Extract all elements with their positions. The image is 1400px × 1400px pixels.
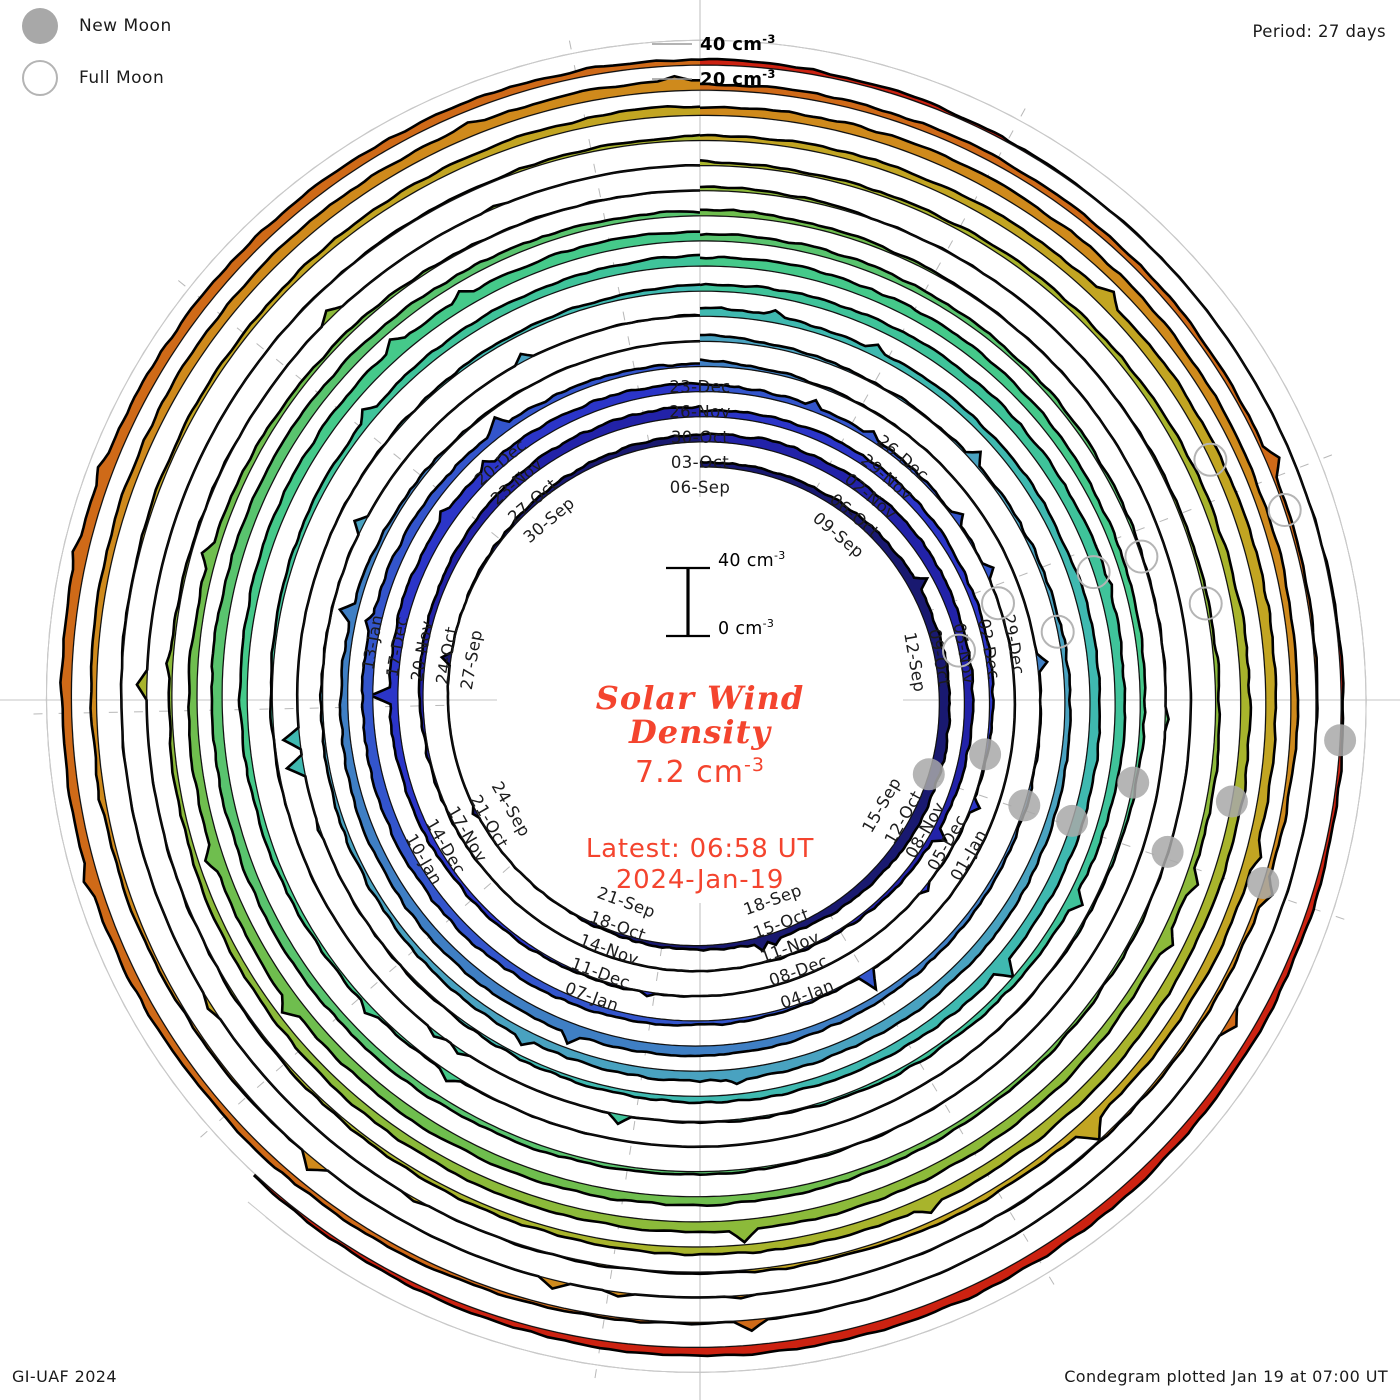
top-scale-20-exp: -3: [762, 67, 776, 81]
top-scale-40-unit: cm: [732, 34, 763, 55]
spiral-date-label: 29-Dec: [999, 613, 1028, 677]
full-moon-marker: [1124, 539, 1159, 574]
latest-value-exp: -3: [744, 754, 765, 777]
latest-value-unit: cm: [696, 755, 745, 791]
latest-time-line: Latest: 06:58 UT: [585, 834, 815, 865]
new-moon-marker: [1117, 766, 1150, 799]
scalebar-bottom-unit: cm: [735, 618, 763, 639]
legend-new-moon: New Moon: [22, 8, 172, 44]
full-moon-marker: [942, 633, 976, 668]
center-scale-bar: [666, 566, 710, 638]
spiral-date-label: 13-Jan: [358, 613, 386, 671]
full-moon-marker: [981, 586, 1015, 621]
new-moon-marker: [1324, 724, 1357, 757]
new-moon-marker: [1056, 804, 1089, 837]
full-moon-marker: [1076, 555, 1111, 590]
spiral-data-traces: [59, 57, 1345, 1358]
spiral-date-label: 03-Oct: [671, 453, 729, 472]
new-moon-icon: [22, 8, 58, 44]
top-scale-label-40: 40 cm-3: [700, 32, 776, 55]
plotted-label: Condegram plotted Jan 19 at 07:00 UT: [1064, 1367, 1388, 1386]
full-moon-marker: [1040, 614, 1075, 649]
legend-new-moon-label: New Moon: [79, 16, 172, 36]
top-scale-20-unit: cm: [732, 69, 763, 90]
spiral-date-label: 26-Nov: [669, 403, 731, 422]
full-moon-marker: [1188, 586, 1223, 621]
scalebar-top-label: 40 cm-3: [718, 549, 786, 571]
full-moon-marker: [1193, 442, 1228, 477]
new-moon-marker: [1008, 789, 1041, 822]
scalebar-bottom-exp: -3: [762, 617, 775, 630]
top-scale-40-value: 40: [700, 34, 726, 55]
chart-title-line1: Solar Wind: [595, 679, 805, 717]
latest-value-number: 7.2: [635, 755, 686, 791]
center-info-block: 40 cm-3 0 cm-3 Solar Wind Density 7.2 cm…: [400, 549, 1000, 896]
new-moon-marker: [1215, 785, 1248, 818]
top-scale-40-exp: -3: [762, 32, 776, 46]
chart-title-line2: Density: [629, 713, 771, 752]
top-scale-20-value: 20: [700, 69, 726, 90]
spiral-date-label: 06-Sep: [670, 478, 730, 497]
top-scale-label-20: 20 cm-3: [700, 67, 776, 90]
legend-full-moon: Full Moon: [22, 60, 164, 96]
period-label: Period: 27 days: [1252, 22, 1386, 41]
legend-full-moon-label: Full Moon: [79, 68, 165, 88]
latest-value: 7.2 cm-3: [400, 754, 1000, 790]
new-moon-marker: [912, 758, 945, 791]
scalebar-bottom-label: 0 cm-3: [718, 617, 774, 639]
spiral-date-label: 23-Dec: [669, 378, 730, 397]
chart-title: Solar Wind Density: [400, 679, 1000, 752]
scalebar-bottom-value: 0: [718, 618, 730, 639]
full-moon-marker: [1267, 493, 1302, 527]
top-scale-ticks: [652, 43, 692, 80]
new-moon-marker: [1247, 867, 1280, 899]
new-moon-marker: [969, 738, 1002, 771]
scalebar-labels: 40 cm-3 0 cm-3: [400, 549, 1000, 645]
credit-label: GI-UAF 2024: [12, 1367, 117, 1386]
scalebar-top-value: 40: [718, 550, 741, 571]
scalebar-top-unit: cm: [746, 550, 775, 571]
scalebar-top-exp: -3: [774, 549, 786, 562]
latest-timestamp: Latest: 06:58 UT 2024-Jan-19: [400, 834, 1000, 895]
new-moon-marker: [1151, 835, 1184, 868]
moon-phase-markers: [912, 442, 1357, 899]
latest-date-line: 2024-Jan-19: [615, 865, 785, 896]
full-moon-icon: [22, 60, 58, 96]
spiral-date-label: 30-Oct: [671, 428, 729, 447]
